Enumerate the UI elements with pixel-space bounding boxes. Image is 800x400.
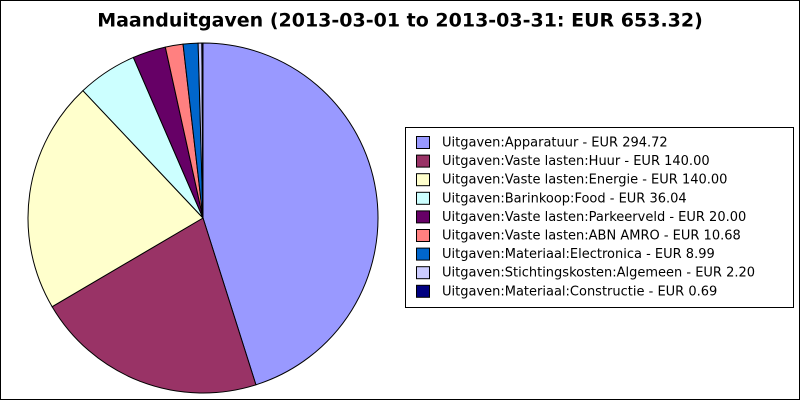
legend-label: Uitgaven:Apparatuur - EUR 294.72	[442, 136, 668, 151]
legend-label: Uitgaven:Stichtingskosten:Algemeen - EUR…	[442, 266, 755, 281]
legend-swatch	[416, 191, 430, 205]
chart-title: Maanduitgaven (2013-03-01 to 2013-03-31:…	[97, 10, 703, 32]
pie-slice	[201, 42, 204, 219]
pie-slice	[51, 217, 257, 394]
legend-label: Uitgaven:Vaste lasten:Huur - EUR 140.00	[442, 154, 710, 169]
legend-swatch	[416, 210, 430, 224]
legend	[405, 127, 794, 308]
legend-swatch	[416, 247, 430, 261]
legend-swatch	[416, 284, 430, 298]
legend-swatch	[416, 154, 430, 168]
legend-swatch	[416, 266, 430, 280]
pie-slice	[202, 42, 379, 386]
legend-swatch	[416, 136, 430, 149]
legend-label: Uitgaven:Materiaal:Electronica - EUR 8.9…	[442, 247, 715, 262]
legend-label: Uitgaven:Vaste lasten:Parkeerveld - EUR …	[442, 210, 746, 225]
legend-label: Uitgaven:Vaste lasten:Energie - EUR 140.…	[442, 173, 727, 188]
pie-slice	[27, 89, 204, 308]
legend-swatch	[416, 229, 430, 242]
pie	[27, 42, 379, 394]
legend-swatch	[416, 173, 430, 187]
legend-label: Uitgaven:Materiaal:Constructie - EUR 0.6…	[442, 284, 717, 299]
legend-label: Uitgaven:Vaste lasten:ABN AMRO - EUR 10.…	[442, 229, 741, 244]
legend-items: Uitgaven:Apparatuur - EUR 294.72 Uitgaven…	[416, 136, 755, 299]
legend-label: Uitgaven:Barinkoop:Food - EUR 36.04	[442, 191, 687, 206]
